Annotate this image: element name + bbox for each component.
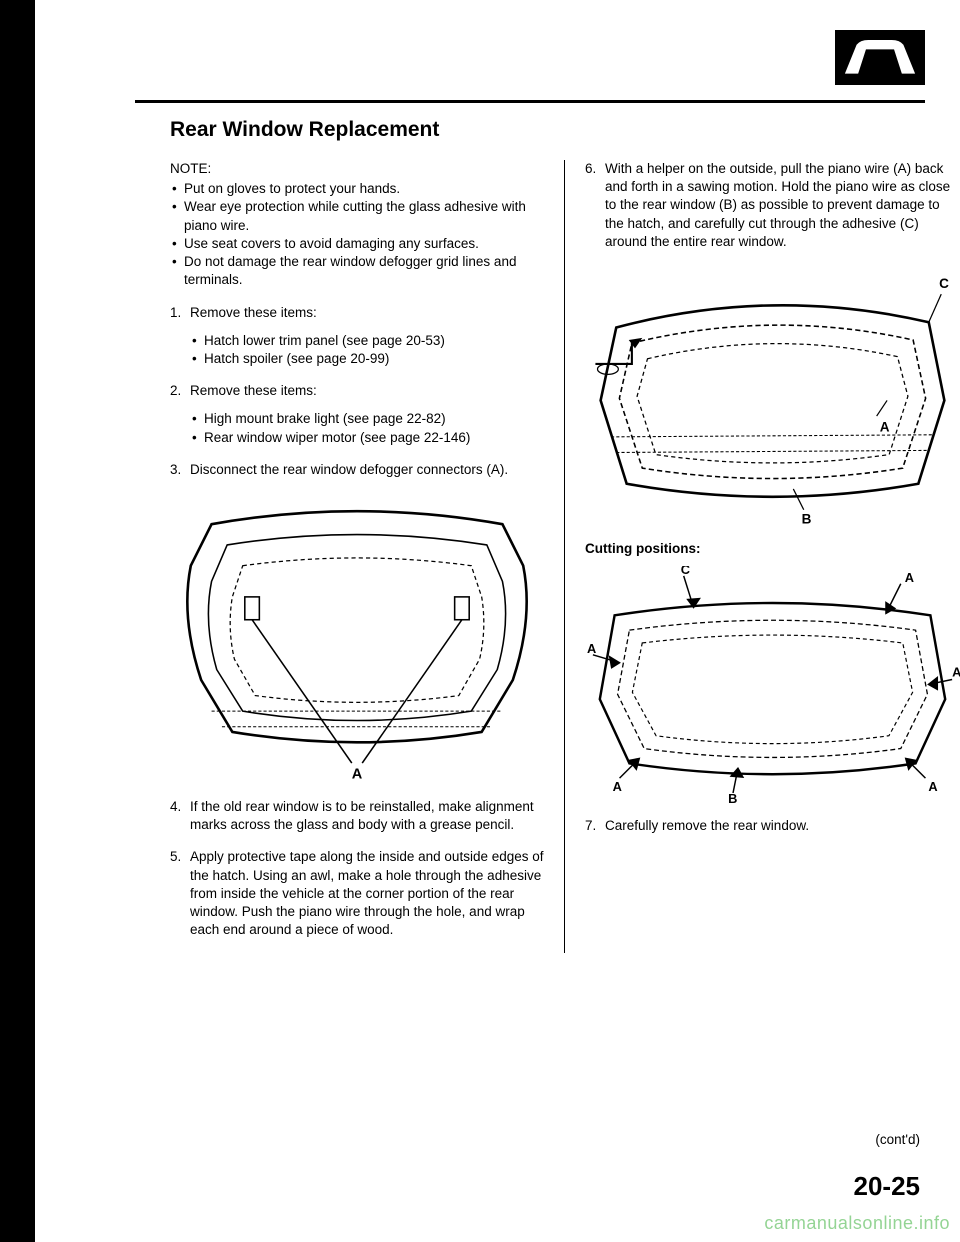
note-item: Put on gloves to protect your hands.: [170, 180, 544, 198]
step-number: 6.: [585, 160, 596, 178]
page-number: 20-25: [854, 1171, 921, 1202]
left-column: NOTE: Put on gloves to protect your hand…: [170, 160, 565, 953]
step-text: Remove these items:: [190, 305, 317, 320]
note-item: Do not damage the rear window defogger g…: [170, 253, 544, 289]
steps-list-right-2: 7. Carefully remove the rear window.: [585, 817, 960, 835]
steps-list: 1. Remove these items: Hatch lower trim …: [170, 304, 544, 480]
note-item: Use seat covers to avoid damaging any su…: [170, 235, 544, 253]
step-text: If the old rear window is to be reinstal…: [190, 799, 534, 832]
step-item: 5. Apply protective tape along the insid…: [170, 848, 544, 939]
svg-text:B: B: [728, 791, 737, 803]
step-number: 2.: [170, 382, 181, 400]
note-list: Put on gloves to protect your hands. Wea…: [170, 180, 544, 289]
step-number: 3.: [170, 461, 181, 479]
cutting-positions-label: Cutting positions:: [585, 540, 960, 558]
step-item: 1. Remove these items: Hatch lower trim …: [170, 304, 544, 369]
svg-text:A: A: [587, 641, 596, 656]
step-number: 1.: [170, 304, 181, 322]
diagram-hatch-connectors: A: [170, 493, 544, 784]
svg-text:A: A: [952, 664, 960, 679]
step-number: 5.: [170, 848, 181, 866]
sub-item: High mount brake light (see page 22-82): [190, 410, 544, 428]
continued-label: (cont'd): [875, 1132, 920, 1147]
svg-text:A: A: [928, 779, 937, 794]
svg-text:B: B: [802, 511, 812, 525]
step-text: Disconnect the rear window defogger conn…: [190, 462, 508, 477]
step-item: 4. If the old rear window is to be reins…: [170, 798, 544, 834]
step-number: 7.: [585, 817, 596, 835]
step-item: 3. Disconnect the rear window defogger c…: [170, 461, 544, 479]
svg-text:A: A: [880, 420, 890, 435]
header-rule: [135, 100, 925, 103]
svg-text:A: A: [905, 570, 914, 585]
step-text: Apply protective tape along the inside a…: [190, 849, 544, 937]
right-column: 6. With a helper on the outside, pull th…: [565, 160, 960, 953]
step-number: 4.: [170, 798, 181, 816]
step-item: 7. Carefully remove the rear window.: [585, 817, 960, 835]
step-item: 6. With a helper on the outside, pull th…: [585, 160, 960, 251]
svg-text:C: C: [939, 276, 949, 291]
honda-logo-icon: [835, 30, 925, 85]
step-text: Remove these items:: [190, 383, 317, 398]
diagram-label-a: A: [352, 767, 363, 783]
binding-edge-gap: [35, 0, 45, 1242]
page: Rear Window Replacement NOTE: Put on glo…: [45, 0, 960, 1242]
step-text: With a helper on the outside, pull the p…: [605, 161, 950, 249]
svg-text:A: A: [613, 779, 622, 794]
diagram-cutting-positions: C A A A A A B: [585, 566, 960, 803]
step-sublist: Hatch lower trim panel (see page 20-53) …: [190, 332, 544, 368]
page-title: Rear Window Replacement: [170, 118, 439, 142]
note-label: NOTE:: [170, 160, 544, 178]
content-columns: NOTE: Put on gloves to protect your hand…: [170, 160, 960, 953]
steps-list-right: 6. With a helper on the outside, pull th…: [585, 160, 960, 251]
watermark: carmanualsonline.info: [764, 1213, 950, 1234]
svg-text:C: C: [681, 566, 690, 577]
steps-list-after: 4. If the old rear window is to be reins…: [170, 798, 544, 940]
step-text: Carefully remove the rear window.: [605, 818, 809, 833]
sub-item: Hatch lower trim panel (see page 20-53): [190, 332, 544, 350]
sub-item: Hatch spoiler (see page 20-99): [190, 350, 544, 368]
step-sublist: High mount brake light (see page 22-82) …: [190, 410, 544, 446]
sub-item: Rear window wiper motor (see page 22-146…: [190, 429, 544, 447]
diagram-piano-wire: A B C: [585, 265, 960, 525]
step-item: 2. Remove these items: High mount brake …: [170, 382, 544, 447]
note-item: Wear eye protection while cutting the gl…: [170, 198, 544, 234]
